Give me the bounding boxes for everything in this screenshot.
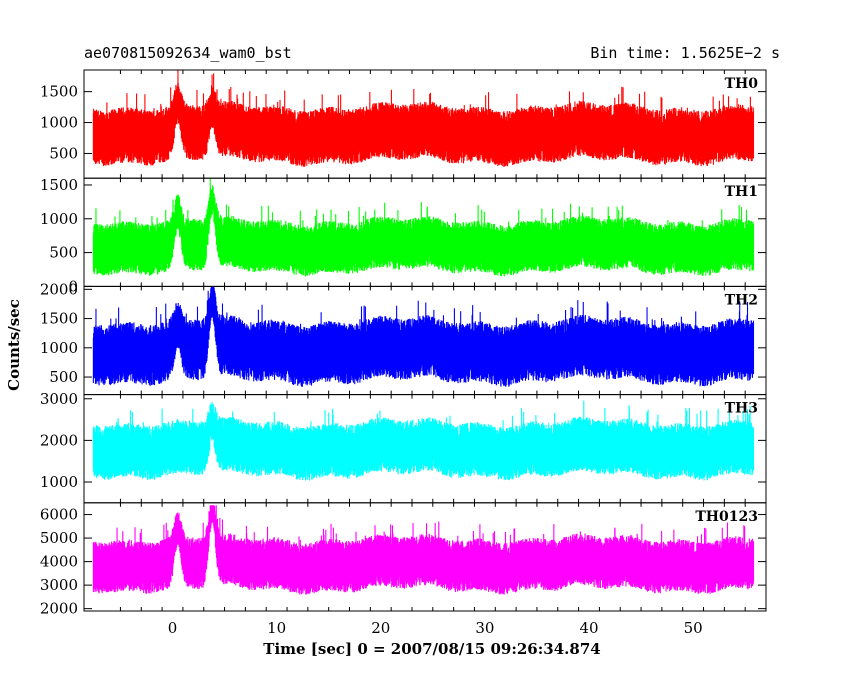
panel-label-th1: TH1 xyxy=(725,184,758,200)
panel-label-th2: TH2 xyxy=(725,292,758,308)
y-tick-label: 3000 xyxy=(40,576,78,594)
panel-th0: 500 1000 1500 TH0 xyxy=(40,69,767,179)
y-axis-label: Counts/sec xyxy=(5,299,23,391)
panel-th1: 0 500 1000 1500 TH1 xyxy=(40,176,767,295)
y-tick-label: 1000 xyxy=(40,114,78,132)
x-tick-label: 50 xyxy=(684,619,703,637)
y-tick-label: 2000 xyxy=(40,600,78,618)
x-tick-label: 20 xyxy=(371,619,390,637)
x-tick-label: 30 xyxy=(475,619,494,637)
y-tick-label: 1000 xyxy=(40,473,78,491)
y-tick-label: 500 xyxy=(49,368,78,386)
bin-time-label: Bin time: 1.5625E−2 s xyxy=(590,44,780,62)
panel-label-th0123: TH0123 xyxy=(695,509,758,525)
y-tick-label: 2000 xyxy=(40,431,78,449)
x-axis-label: Time [sec] 0 = 2007/08/15 09:26:34.874 xyxy=(263,640,601,658)
panel-frame-th0123 xyxy=(83,502,767,612)
panel-th0123: 2000 3000 4000 5000 6000 TH0123 xyxy=(40,502,767,618)
y-tick-label: 1500 xyxy=(40,176,78,194)
chart-title: ae070815092634_wam0_bst xyxy=(84,44,292,62)
panel-th3: 1000 2000 3000 TH3 xyxy=(40,390,767,504)
panel-th2: 500 1000 1500 2000 TH2 xyxy=(40,280,767,396)
series-line-th1 xyxy=(92,178,755,277)
panel-label-th0: TH0 xyxy=(725,76,759,92)
y-tick-label: 1500 xyxy=(40,83,78,101)
y-tick-label: 4000 xyxy=(40,553,78,571)
y-tick-label: 2000 xyxy=(40,280,78,298)
y-tick-label: 500 xyxy=(49,144,78,162)
y-tick-label: 1000 xyxy=(40,210,78,228)
y-tick-label: 500 xyxy=(49,244,78,262)
series-line-th3 xyxy=(92,400,755,481)
series-line-th0123 xyxy=(92,505,755,595)
y-tick-label: 0 xyxy=(68,277,78,295)
x-tick-label: 10 xyxy=(267,619,286,637)
x-tick-label: 0 xyxy=(168,619,178,637)
y-tick-label: 3000 xyxy=(40,390,78,408)
y-tick-label: 1500 xyxy=(40,310,78,328)
x-tick-label: 40 xyxy=(579,619,598,637)
y-tick-label: 5000 xyxy=(40,529,78,547)
series-line-th0 xyxy=(92,70,755,167)
panel-label-th3: TH3 xyxy=(725,401,758,417)
series-line-th2 xyxy=(92,286,755,387)
y-tick-label: 6000 xyxy=(40,506,78,524)
y-tick-label: 1000 xyxy=(40,339,78,357)
